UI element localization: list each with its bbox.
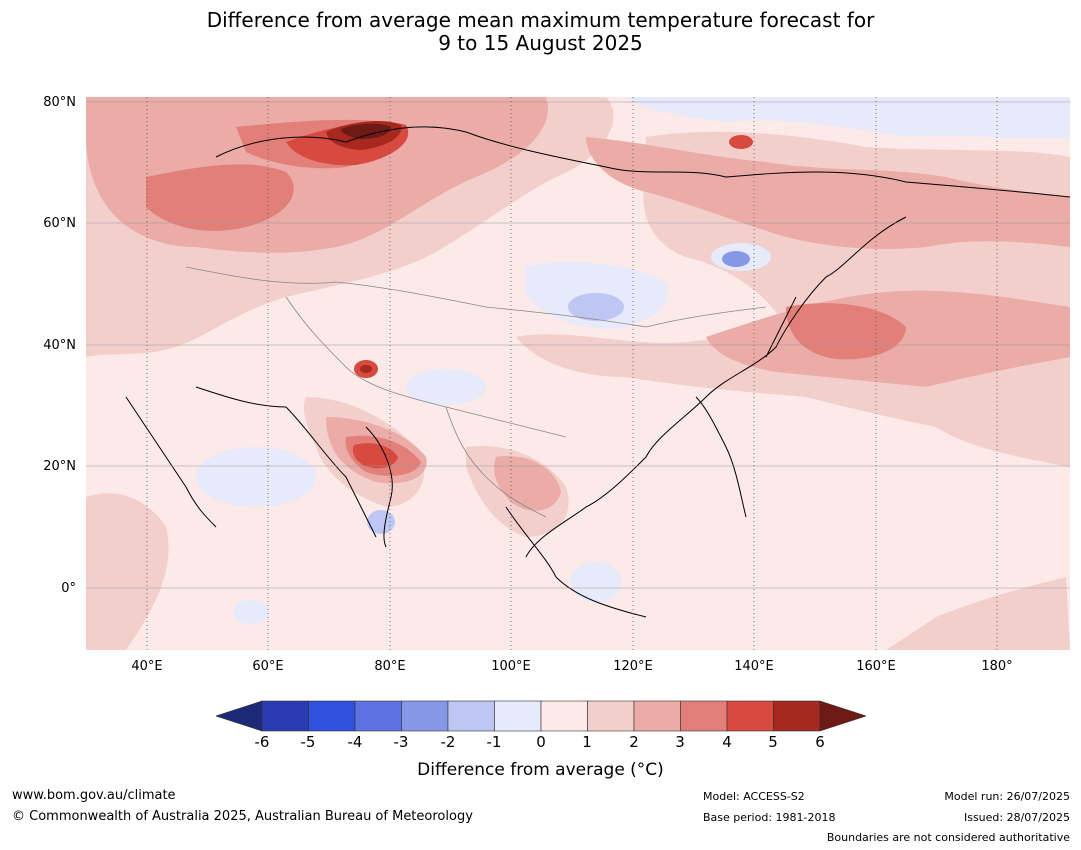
lat-gridlines — [86, 101, 1070, 589]
anomaly-field-3-4-west — [146, 164, 294, 231]
coastlines — [125, 126, 1070, 618]
lat-label-20n: 20°N — [43, 459, 76, 474]
colorbar-tick: -4 — [347, 733, 363, 751]
lon-label-160e: 160°E — [856, 659, 896, 674]
anomaly-cool-manchuria-core — [722, 251, 750, 267]
lon-label-140e: 140°E — [734, 659, 774, 674]
map-title: Difference from average mean maximum tem… — [0, 9, 1081, 55]
footer-disclaimer: Boundaries are not considered authoritat… — [826, 831, 1070, 844]
anomaly-field-1-2-africa — [86, 493, 169, 650]
anomaly-cool-sri-lanka — [367, 510, 395, 534]
colorbar-cell — [540, 700, 588, 732]
colorbar — [216, 700, 866, 732]
anomaly-hotspot-tibet-core — [360, 365, 372, 373]
colorbar-cell — [633, 700, 681, 732]
colorbar-arrow-low — [216, 700, 263, 732]
lon-label-100e: 100°E — [491, 659, 531, 674]
colorbar-arrow-high — [819, 700, 866, 732]
colorbar-cell — [401, 700, 449, 732]
colorbar-label: Difference from average (°C) — [417, 760, 664, 780]
anomaly-cool-borneo — [571, 562, 621, 602]
footer-copyright: © Commonwealth of Australia 2025, Austra… — [12, 809, 473, 824]
colorbar-tick: 3 — [675, 733, 685, 751]
footer-base-period: Base period: 1981-2018 — [703, 811, 836, 824]
colorbar-cell — [680, 700, 728, 732]
anomaly-hotspot-east-siberia — [729, 135, 753, 149]
title-line-1: Difference from average mean maximum tem… — [206, 8, 875, 32]
anomaly-cool-mongolia-core — [568, 293, 624, 321]
colorbar-tick: -1 — [486, 733, 502, 751]
lon-label-180: 180° — [981, 659, 1013, 674]
lon-label-80e: 80°E — [374, 659, 406, 674]
colorbar-tick: -5 — [300, 733, 316, 751]
lat-label-80n: 80°N — [43, 95, 76, 110]
title-line-2: 9 to 15 August 2025 — [438, 31, 643, 55]
colorbar-tick: 2 — [629, 733, 639, 751]
colorbar-tick: 5 — [768, 733, 778, 751]
colorbar-tick: -2 — [440, 733, 456, 751]
colorbar-tick: 0 — [536, 733, 546, 751]
colorbar-cell — [726, 700, 774, 732]
lon-label-60e: 60°E — [252, 659, 284, 674]
footer-issued: Issued: 28/07/2025 — [963, 811, 1070, 824]
colorbar-cell — [354, 700, 402, 732]
lat-label-60n: 60°N — [43, 216, 76, 231]
colorbar-cell — [773, 700, 821, 732]
footer-model: Model: ACCESS-S2 — [703, 790, 805, 803]
country-borders — [185, 266, 767, 518]
anomaly-cool-arctic — [626, 97, 1070, 139]
lat-label-40n: 40°N — [43, 338, 76, 353]
footer-model-run: Model run: 26/07/2025 — [944, 790, 1070, 803]
anomaly-hotspot-india — [352, 443, 398, 469]
colorbar-cells — [216, 700, 866, 732]
anomaly-cool-arabian-sea — [196, 447, 316, 507]
anomaly-field-above-6 — [341, 123, 391, 139]
colorbar-tick: 4 — [722, 733, 732, 751]
lat-label-0: 0° — [61, 581, 76, 596]
anomaly-cool-indian-ocean — [233, 600, 269, 624]
anomaly-field-2-3-east-siberia — [586, 137, 1070, 249]
lon-label-120e: 120°E — [613, 659, 653, 674]
colorbar-cell — [447, 700, 495, 732]
lon-gridlines — [146, 97, 998, 650]
anomaly-field-1-2-southeast — [886, 577, 1070, 650]
colorbar-cell — [308, 700, 356, 732]
footer-website: www.bom.gov.au/climate — [12, 788, 176, 803]
colorbar-tick: 1 — [582, 733, 592, 751]
map-svg — [86, 97, 1070, 650]
colorbar-tick: -3 — [393, 733, 409, 751]
colorbar-cell — [587, 700, 635, 732]
anomaly-map — [86, 97, 1070, 650]
colorbar-tick: -6 — [254, 733, 270, 751]
colorbar-cell — [494, 700, 542, 732]
colorbar-cell — [261, 700, 309, 732]
anomaly-cool-tibet — [406, 369, 486, 405]
colorbar-tick: 6 — [815, 733, 825, 751]
lon-label-40e: 40°E — [131, 659, 163, 674]
